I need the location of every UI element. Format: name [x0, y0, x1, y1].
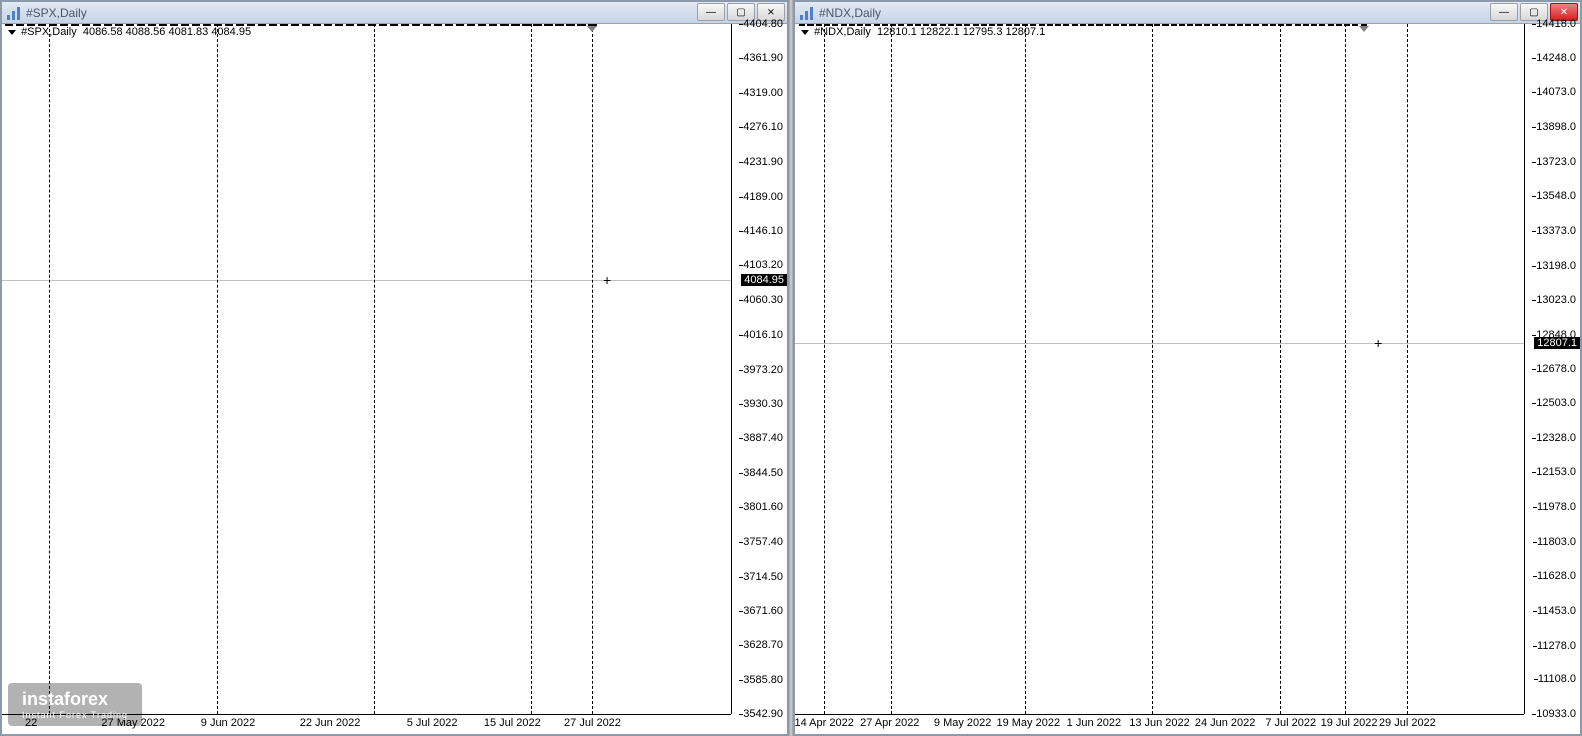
price-tick: 3542.90 [743, 708, 783, 720]
price-tick: 11453.0 [1537, 605, 1576, 617]
date-tick: 9 Jun 2022 [201, 717, 255, 729]
price-tick: 4146.10 [743, 225, 783, 237]
price-tick: 12153.0 [1536, 466, 1576, 478]
price-tick: 11108.0 [1538, 673, 1576, 685]
price-tick: 3801.60 [743, 501, 783, 513]
price-tick: 13023.0 [1536, 294, 1576, 306]
chart-container-spx[interactable]: #SPX,Daily 4086.58 4088.56 4081.83 4084.… [2, 24, 787, 734]
date-tick: 1 Jun 2022 [1067, 717, 1121, 729]
chart-window-spx: #SPX,Daily — ▢ ⨯ #SPX,Daily 4086.58 4088… [0, 0, 789, 736]
price-tick: 3714.50 [743, 571, 783, 583]
vertical-separator [374, 24, 375, 714]
current-price-line [795, 343, 1524, 344]
current-price-label: 12807.1 [1534, 337, 1580, 349]
date-tick: 15 Jul 2022 [484, 717, 541, 729]
price-axis-spx: 4404.804361.904319.004276.104231.904189.… [731, 24, 787, 714]
vertical-separator [1345, 24, 1346, 714]
price-tick: 14073.0 [1536, 86, 1576, 98]
price-tick: 11628.0 [1537, 570, 1576, 582]
price-tick: 3887.40 [743, 432, 783, 444]
date-tick: 9 May 2022 [934, 717, 991, 729]
instaforex-logo: instaforex Instant Forex Trading [8, 683, 142, 726]
price-tick: 13373.0 [1536, 225, 1576, 237]
chevron-down-icon [1359, 26, 1369, 32]
price-tick: 3973.20 [743, 364, 783, 376]
vertical-separator [1280, 24, 1281, 714]
date-tick: 14 Apr 2022 [794, 717, 853, 729]
price-tick: 13723.0 [1536, 156, 1576, 168]
price-tick: 14418.0 [1536, 18, 1576, 30]
time-axis-ndx: 14 Apr 2022 27 Apr 2022 9 May 2022 19 May 2… [795, 714, 1524, 734]
chart-container-ndx[interactable]: #NDX,Daily 12810.1 12822.1 12795.3 12807… [795, 24, 1580, 734]
date-tick: 27 Apr 2022 [860, 717, 919, 729]
current-price-label: 4084.95 [741, 274, 787, 286]
vertical-separator [1152, 24, 1153, 714]
price-tick: 4404.80 [743, 18, 783, 30]
window-title-spx: #SPX,Daily [26, 6, 87, 20]
minimize-button[interactable]: — [1490, 3, 1518, 21]
plot-area-spx[interactable]: + [2, 24, 731, 714]
price-tick: 4361.90 [743, 52, 783, 64]
titlebar-spx[interactable]: #SPX,Daily — ▢ ⨯ [2, 2, 787, 24]
price-tick: 4231.90 [743, 156, 783, 168]
vertical-separator [891, 24, 892, 714]
price-tick: 3628.70 [743, 639, 783, 651]
price-tick: 4060.30 [743, 294, 783, 306]
price-tick: 12678.0 [1536, 363, 1576, 375]
date-tick: 22 Jun 2022 [300, 717, 361, 729]
price-tick: 4189.00 [743, 191, 783, 203]
last-price-marker: + [1374, 335, 1382, 351]
date-tick: 7 Jul 2022 [1265, 717, 1316, 729]
price-tick: 4016.10 [743, 329, 783, 341]
chart-window-ndx: #NDX,Daily — ▢ ✕ #NDX,Daily 12810.1 1282… [793, 0, 1582, 736]
price-axis-ndx: 14418.014248.014073.013898.013723.013548… [1524, 24, 1580, 714]
price-tick: 3844.50 [743, 467, 783, 479]
current-price-line [2, 280, 731, 281]
price-tick: 11803.0 [1537, 536, 1576, 548]
plot-area-ndx[interactable]: + [795, 24, 1524, 714]
titlebar-ndx[interactable]: #NDX,Daily — ▢ ✕ [795, 2, 1580, 24]
price-tick: 13898.0 [1536, 121, 1576, 133]
price-tick: 13548.0 [1536, 190, 1576, 202]
vertical-separator [531, 24, 532, 714]
date-tick: 19 Jul 2022 [1321, 717, 1378, 729]
price-tick: 3930.30 [743, 398, 783, 410]
logo-text: instaforex [22, 689, 128, 710]
window-title-ndx: #NDX,Daily [819, 6, 881, 20]
price-tick: 4276.10 [743, 121, 783, 133]
date-tick: 5 Jul 2022 [407, 717, 458, 729]
price-tick: 3757.40 [743, 536, 783, 548]
price-tick: 11978.0 [1537, 501, 1576, 513]
last-price-marker: + [603, 272, 611, 288]
chart-icon [799, 5, 815, 21]
price-tick: 10933.0 [1536, 708, 1576, 720]
chevron-down-icon [587, 26, 597, 32]
minimize-button[interactable]: — [697, 3, 725, 21]
vertical-separator [1407, 24, 1408, 714]
price-tick: 12328.0 [1536, 432, 1576, 444]
logo-subtitle: Instant Forex Trading [22, 710, 128, 720]
vertical-separator [592, 24, 593, 714]
vertical-separator [1025, 24, 1026, 714]
date-tick: 13 Jun 2022 [1129, 717, 1190, 729]
price-tick: 13198.0 [1536, 260, 1576, 272]
date-tick: 29 Jul 2022 [1379, 717, 1436, 729]
date-tick: 24 Jun 2022 [1195, 717, 1256, 729]
price-tick: 3671.60 [743, 605, 783, 617]
vertical-separator [217, 24, 218, 714]
price-tick: 11278.0 [1537, 640, 1576, 652]
price-tick: 12503.0 [1536, 397, 1576, 409]
vertical-separator [49, 24, 50, 714]
price-tick: 4319.00 [743, 87, 783, 99]
price-tick: 3585.80 [743, 674, 783, 686]
date-tick: 19 May 2022 [996, 717, 1060, 729]
price-tick: 14248.0 [1536, 52, 1576, 64]
date-tick: 27 Jul 2022 [564, 717, 621, 729]
chart-icon [6, 5, 22, 21]
vertical-separator [824, 24, 825, 714]
price-tick: 4103.20 [743, 259, 783, 271]
